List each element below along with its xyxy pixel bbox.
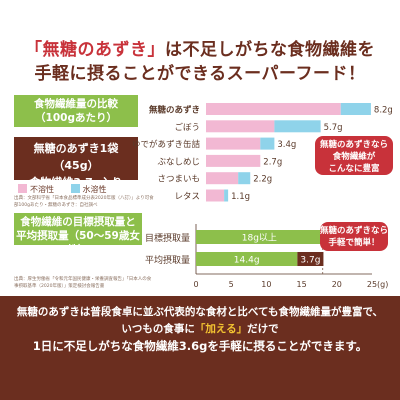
legend-soluble-swatch: [70, 184, 80, 193]
legend-soluble-label: 水溶性: [82, 185, 107, 194]
data-label: 3.4g: [277, 140, 296, 150]
headline-line1: は不足しがちな食物繊維を: [165, 40, 375, 60]
category-label: 目標摂取量: [145, 232, 190, 244]
bottom-message: 無糖のあずきは普段食卓に並ぶ代表的な食材と比べても食物繊維量が豊富で、 いつもの…: [0, 296, 400, 400]
bar-segment: [297, 252, 324, 266]
bar-label: 14.4g: [234, 256, 260, 266]
callout-box: 無糖のあずき1袋（45g） 食物繊維3.7g入り: [14, 137, 138, 189]
bottom-line1: 無糖のあずきは普段食卓に並ぶ代表的な食材と比べても食物繊維量が豊富で、: [16, 306, 384, 318]
data-label: 8.2g: [374, 106, 393, 116]
callout-bubble-easy: 無糖のあずきなら 手軽で簡単！: [320, 222, 388, 251]
bubble2-line1: 無糖のあずきなら: [320, 226, 389, 236]
source-note-2: 出典：厚生労働省「令和元年国民健康・栄養調査報告」「日本人の食事摂取基準（202…: [14, 277, 152, 289]
x-tick-label: 20: [332, 280, 342, 289]
bubble1-line1: 無糖のあずきなら: [319, 140, 388, 150]
x-tick-label: 10: [261, 280, 271, 289]
bubble1-line3: こんなに豊富: [328, 164, 380, 174]
bar-segment: [206, 120, 275, 133]
section2-title: 食物繊維の目標摂取量と 平均摂取量（50〜59歳女性）: [14, 213, 142, 256]
bar-segment: [196, 252, 298, 266]
legend-insoluble: 不溶性: [18, 184, 54, 195]
bar-segment: [206, 172, 239, 185]
section1-title: 食物繊維量の比較 （100gあたり）: [14, 95, 138, 127]
section2-title-line2: 平均摂取量（50〜59歳女性）: [16, 230, 140, 256]
x-tick-label: 15: [297, 280, 307, 289]
category-label: 平均摂取量: [145, 254, 190, 266]
section1-title-line1: 食物繊維量の比較: [34, 98, 118, 110]
data-label: 5.7g: [324, 123, 343, 133]
bar-segment: [206, 103, 341, 115]
category-label: レタス: [174, 192, 200, 202]
x-tick-label: 0: [193, 280, 198, 289]
bottom-line2: いつもの食事に「加える」だけで: [0, 321, 400, 338]
bottom-line3: 1日に不足しがちな食物繊維3.6gを手軽に摂ることができます。: [32, 339, 368, 353]
headline: 「無糖のあずき」は不足しがちな食物繊維を 手軽に摂ることができるスーパーフード！: [0, 38, 400, 86]
x-tick-label: 25: [367, 280, 377, 289]
bottom-line2-pre: いつもの食事に: [121, 323, 195, 335]
section2-title-line1: 食物繊維の目標摂取量と: [20, 216, 136, 228]
bar-segment: [206, 189, 225, 202]
data-label: 2.2g: [253, 175, 272, 185]
headline-line2: 手軽に摂ることができるスーパーフード！: [34, 64, 366, 84]
bar-segment: [340, 103, 371, 115]
callout-line1: 無糖のあずき1袋（45g）: [33, 142, 119, 172]
category-label: さつまいも: [157, 175, 200, 185]
callout-bubble-rich: 無糖のあずきなら 食物繊維が こんなに豊富: [315, 136, 393, 175]
data-label: 1.1g: [231, 192, 250, 202]
data-label: 2.7g: [263, 157, 282, 167]
source-note-1: 出典：文部科学省「日本食品標準成分表2020年版（八訂）」より可食部100gあた…: [14, 196, 154, 208]
legend-insoluble-label: 不溶性: [30, 185, 54, 194]
category-label: ゆでがあずき缶詰: [132, 139, 201, 150]
bar-segment: [260, 137, 275, 150]
legend-insoluble-swatch: [18, 184, 27, 193]
bubble2-line2: 手軽で簡単！: [328, 238, 380, 248]
x-unit-label: (g): [377, 280, 388, 289]
bar-segment: [224, 189, 229, 202]
legend: 不溶性 水溶性: [18, 184, 121, 195]
legend-soluble: 水溶性: [70, 184, 107, 195]
bar-label: 3.7g: [300, 256, 320, 266]
section1-title-line2: （100gあたり）: [35, 112, 117, 124]
bottom-line2-accent: 「加える」: [194, 323, 248, 335]
headline-accent: 「無糖のあずき」: [25, 40, 165, 60]
category-label: ごぼう: [174, 122, 200, 133]
bar-segment: [196, 230, 323, 244]
bubble1-line2: 食物繊維が: [332, 152, 376, 162]
bar-segment: [274, 120, 321, 133]
bar-segment: [238, 172, 251, 185]
bar-label: 18g以上: [242, 233, 277, 244]
callout-line2: 食物繊維3.7g入り: [29, 176, 123, 189]
bar-segment: [206, 154, 261, 167]
bar-segment: [206, 137, 261, 150]
category-label: ぶなしめじ: [157, 157, 200, 167]
category-label: 無糖のあずき: [149, 105, 200, 116]
bottom-line2-post: だけで: [247, 323, 279, 335]
x-tick-label: 5: [229, 280, 234, 289]
